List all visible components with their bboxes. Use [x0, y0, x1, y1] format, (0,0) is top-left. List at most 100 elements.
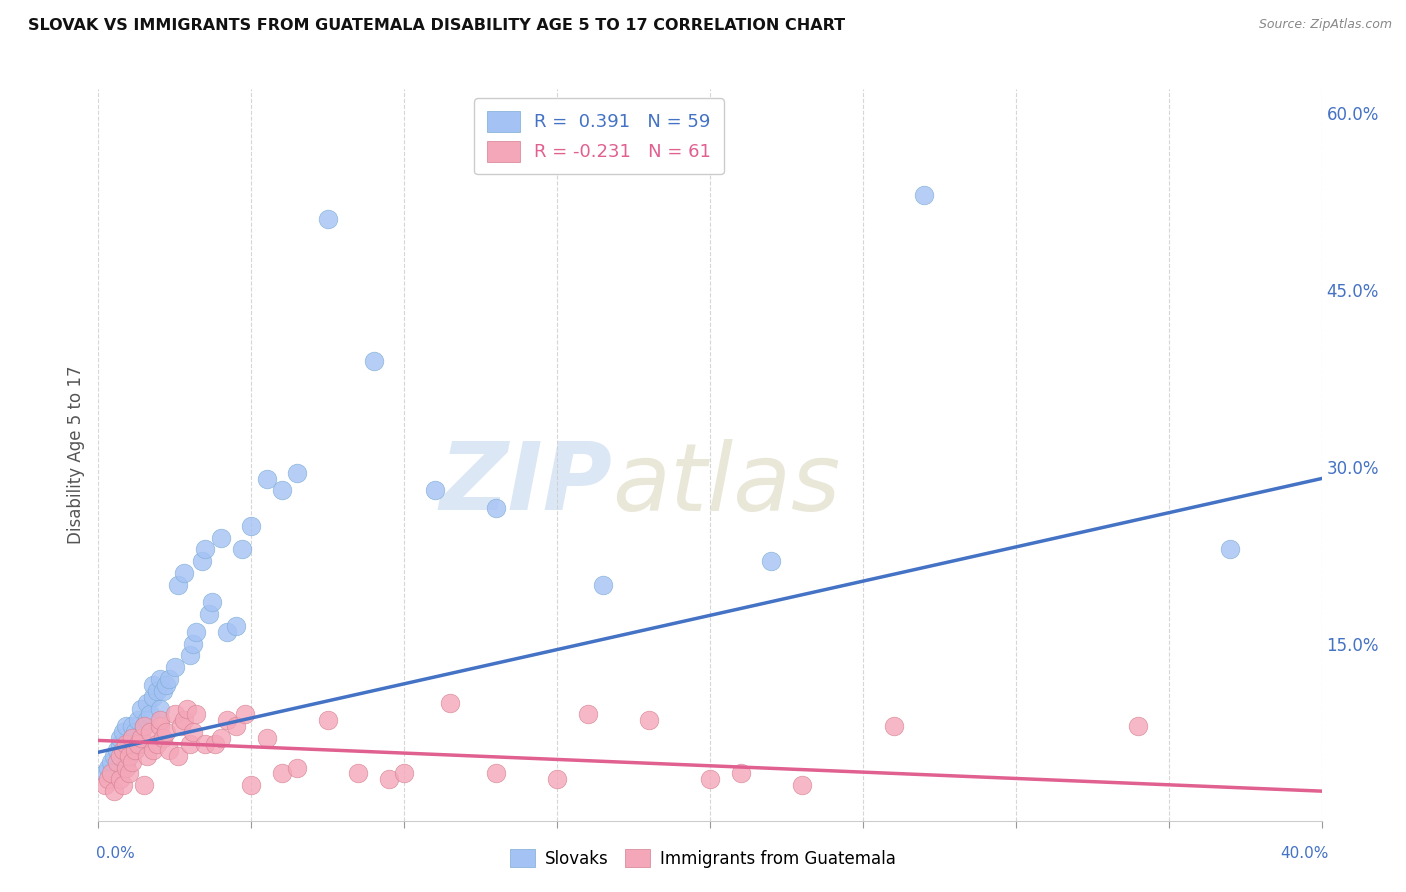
Text: Source: ZipAtlas.com: Source: ZipAtlas.com	[1258, 18, 1392, 31]
Point	[100, 766, 122, 780]
Point	[285, 760, 308, 774]
Point	[225, 719, 247, 733]
Point	[173, 566, 195, 580]
Point	[233, 707, 256, 722]
Text: ZIP: ZIP	[439, 438, 612, 530]
Point	[157, 743, 180, 757]
Point	[240, 778, 263, 792]
Point	[97, 772, 120, 787]
Point	[105, 755, 128, 769]
Point	[194, 737, 217, 751]
Point	[127, 737, 149, 751]
Point	[378, 772, 401, 787]
Point	[111, 725, 134, 739]
Point	[270, 483, 292, 498]
Point	[167, 748, 190, 763]
Point	[121, 719, 143, 733]
Point	[439, 696, 461, 710]
Point	[759, 554, 782, 568]
Point	[215, 624, 238, 639]
Point	[699, 772, 721, 787]
Legend: R =  0.391   N = 59, R = -0.231   N = 61: R = 0.391 N = 59, R = -0.231 N = 61	[474, 98, 724, 174]
Point	[1128, 719, 1150, 733]
Point	[197, 607, 219, 622]
Point	[111, 760, 134, 774]
Point	[124, 743, 146, 757]
Point	[485, 501, 508, 516]
Point	[546, 772, 568, 787]
Point	[155, 725, 177, 739]
Point	[103, 784, 125, 798]
Point	[186, 624, 208, 639]
Point	[912, 188, 935, 202]
Point	[108, 772, 131, 787]
Point	[124, 743, 146, 757]
Point	[883, 719, 905, 733]
Text: atlas: atlas	[612, 439, 841, 530]
Point	[118, 748, 141, 763]
Point	[97, 760, 120, 774]
Point	[240, 518, 263, 533]
Point	[186, 707, 208, 722]
Point	[149, 701, 172, 715]
Point	[115, 719, 138, 733]
Point	[115, 760, 138, 774]
Point	[134, 719, 156, 733]
Point	[134, 719, 156, 733]
Point	[149, 672, 172, 686]
Legend: Slovaks, Immigrants from Guatemala: Slovaks, Immigrants from Guatemala	[503, 843, 903, 874]
Point	[181, 725, 204, 739]
Point	[637, 714, 661, 728]
Point	[124, 725, 146, 739]
Point	[136, 748, 159, 763]
Point	[108, 748, 131, 763]
Point	[145, 684, 167, 698]
Point	[179, 737, 201, 751]
Point	[730, 766, 752, 780]
Point	[316, 714, 339, 728]
Point	[181, 637, 204, 651]
Point	[347, 766, 370, 780]
Point	[423, 483, 446, 498]
Point	[103, 748, 125, 763]
Point	[108, 731, 131, 745]
Point	[118, 766, 141, 780]
Point	[194, 542, 217, 557]
Point	[256, 731, 278, 745]
Point	[127, 737, 149, 751]
Point	[157, 672, 180, 686]
Point	[285, 466, 308, 480]
Point	[136, 714, 159, 728]
Point	[134, 778, 156, 792]
Point	[149, 714, 172, 728]
Point	[316, 211, 339, 226]
Text: 0.0%: 0.0%	[96, 846, 135, 861]
Point	[209, 531, 232, 545]
Y-axis label: Disability Age 5 to 17: Disability Age 5 to 17	[66, 366, 84, 544]
Point	[152, 731, 174, 745]
Point	[139, 707, 162, 722]
Point	[111, 778, 134, 792]
Point	[93, 778, 115, 792]
Point	[105, 743, 128, 757]
Point	[108, 737, 131, 751]
Point	[121, 755, 143, 769]
Point	[392, 766, 416, 780]
Point	[204, 737, 226, 751]
Point	[149, 719, 172, 733]
Point	[179, 648, 201, 663]
Point	[363, 353, 385, 368]
Point	[115, 755, 138, 769]
Point	[121, 731, 143, 745]
Point	[118, 737, 141, 751]
Point	[176, 701, 198, 715]
Point	[200, 595, 222, 609]
Point	[100, 755, 122, 769]
Point	[129, 731, 152, 745]
Point	[1219, 542, 1241, 557]
Point	[163, 707, 186, 722]
Point	[163, 660, 186, 674]
Point	[129, 731, 152, 745]
Point	[270, 766, 292, 780]
Point	[115, 737, 138, 751]
